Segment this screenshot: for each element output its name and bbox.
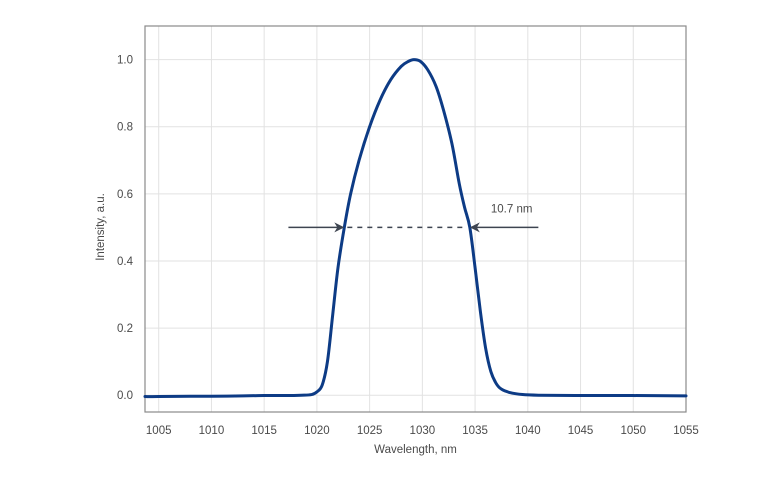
x-tick-label: 1035 (462, 425, 488, 437)
y-tick-label: 0.6 (117, 189, 133, 201)
spectrum-series (143, 58, 688, 399)
x-tick-label: 1055 (673, 425, 699, 437)
spectrum-line (143, 58, 688, 399)
x-tick-label: 1045 (568, 425, 594, 437)
fwhm-annotation: 10.7 nm (288, 203, 539, 233)
x-tick-label: 1050 (620, 425, 646, 437)
fwhm-label: 10.7 nm (491, 203, 533, 215)
y-tick-label: 1.0 (117, 55, 133, 67)
x-tick-label: 1040 (515, 425, 541, 437)
y-tick-label: 0.8 (117, 122, 133, 134)
x-tick-label: 1025 (357, 425, 383, 437)
left-arrowhead-icon (334, 222, 345, 233)
y-axis-title: Intensity, a.u. (95, 193, 107, 261)
x-tick-label: 1010 (199, 425, 225, 437)
y-tick-label: 0.4 (117, 256, 134, 268)
x-axis-ticks: 1005 1010 1015 1020 1025 1030 1035 1040 1045 1050… (146, 425, 699, 437)
y-axis-ticks: 0.0 0.2 0.4 0.6 0.8 1.0 (117, 55, 134, 403)
x-tick-label: 1015 (251, 425, 277, 437)
y-tick-label: 0.0 (117, 390, 133, 402)
y-tick-label: 0.2 (117, 323, 133, 335)
plot-frame (144, 25, 687, 413)
grid-lines (145, 26, 687, 412)
x-tick-label: 1020 (304, 425, 330, 437)
x-tick-label: 1005 (146, 425, 172, 437)
x-tick-label: 1030 (410, 425, 436, 437)
right-arrowhead-icon (469, 222, 480, 233)
x-axis-title: Wavelength, nm (374, 444, 457, 456)
